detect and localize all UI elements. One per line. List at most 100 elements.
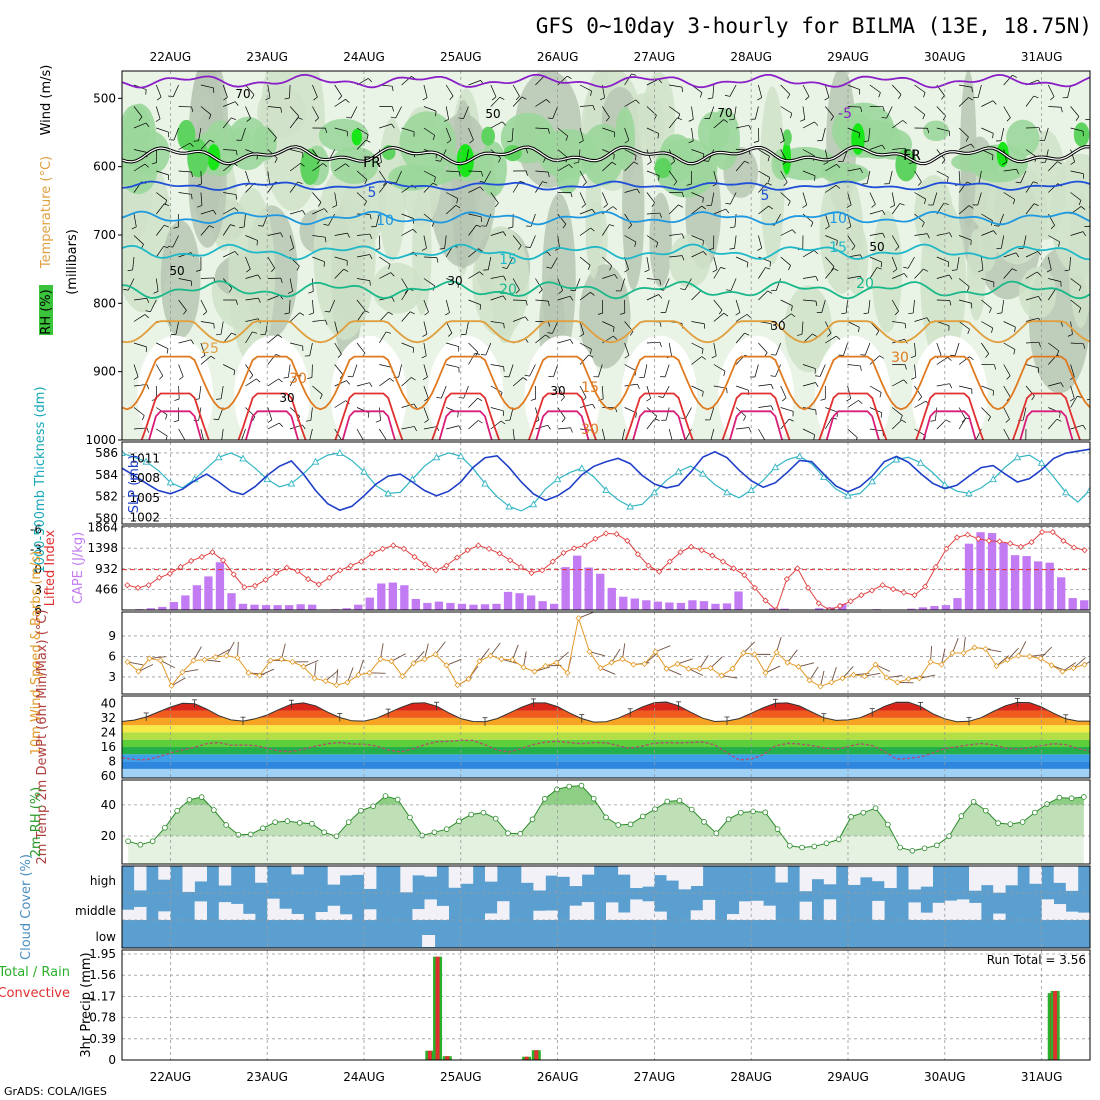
wind10m-barb <box>391 653 406 662</box>
cloud-middle-gap <box>279 908 292 920</box>
wind-barb <box>936 256 949 263</box>
wind-barb <box>668 428 673 440</box>
wind-barb-flag <box>757 97 762 101</box>
wind-barb <box>557 407 566 419</box>
cloud-middle-gap <box>339 914 353 920</box>
wind-barb-flag <box>900 415 903 421</box>
wind-barb <box>245 170 250 184</box>
wind-barb-flag <box>548 128 550 134</box>
lifted-index-point <box>539 567 546 574</box>
rh2m-point <box>125 838 131 845</box>
precip-total-legend: Total / Rain <box>0 965 70 980</box>
wind-barb <box>289 235 295 249</box>
thickness-tick-label: 586 <box>95 446 118 460</box>
wind-barb-flag <box>145 122 150 128</box>
wind-barb-flag <box>613 154 615 160</box>
wind-barb-flag <box>422 333 428 337</box>
wind-barb-flag <box>283 377 289 379</box>
lifted-index-point <box>251 582 259 589</box>
wind-barb-flag <box>519 181 525 184</box>
wind-barb <box>579 192 586 205</box>
wind-barb-flag <box>507 226 513 229</box>
wind-barb <box>845 299 848 313</box>
wind-barb-flag <box>723 119 729 123</box>
wind-barb-flag <box>364 310 370 313</box>
wind-barb <box>490 321 504 324</box>
cape-tick-label: 466 <box>95 582 118 596</box>
wind-barb <box>691 205 703 215</box>
wind-barb-flag <box>945 419 951 423</box>
lifted-index-point <box>730 565 737 572</box>
wind-barb <box>775 364 782 377</box>
wind-barb <box>512 235 522 246</box>
wind-barb <box>624 73 632 86</box>
wind-barb-flag <box>322 163 328 167</box>
cloud-high-gap <box>448 866 462 888</box>
wind-barb <box>780 192 791 202</box>
cloud-level-label: high <box>90 874 116 888</box>
wind-barb <box>602 106 610 118</box>
wind-barb <box>825 256 835 267</box>
wind-barb <box>780 149 788 162</box>
wind-barb-flag <box>1037 251 1042 256</box>
wind-barb-flag <box>748 427 752 433</box>
wind-barb <box>981 278 994 283</box>
chart-title: GFS 0~10day 3-hourly for BILMA (13E, 18.… <box>536 14 1092 38</box>
wind-barb-flag <box>302 210 306 215</box>
wind-barb <box>669 255 683 258</box>
wind-barb-flag <box>846 204 852 208</box>
cape-bar <box>273 605 282 610</box>
cape-bar <box>492 603 501 610</box>
wind-barb <box>1047 256 1052 270</box>
cape-bar <box>676 602 686 610</box>
wind-barb-flag <box>946 176 949 182</box>
wind-barb-flag <box>993 230 997 235</box>
wind-barb <box>914 385 923 397</box>
rh2m-point <box>885 821 891 828</box>
wind-barb <box>646 170 660 176</box>
wind-barb-flag <box>480 354 486 356</box>
precip-tick-label: 0 <box>108 1053 116 1067</box>
precip-convective-bar <box>1053 990 1058 1060</box>
precip-panel: 1.951.561.170.780.390 Run Total = 3.56 <box>89 947 1091 1067</box>
rh2m-point <box>836 836 842 843</box>
wind-barb-flag <box>670 161 675 165</box>
wind10m-point <box>1015 652 1022 659</box>
rh2m-point <box>786 842 793 849</box>
wind-barb-flag <box>256 378 261 383</box>
wind-barb <box>379 428 387 440</box>
wind-barb <box>758 84 763 98</box>
wind-barb <box>981 230 994 236</box>
wind-barb-flag <box>603 204 608 208</box>
wind-barb-flag <box>565 136 569 141</box>
date-label-bottom: 31AUG <box>1021 1070 1063 1084</box>
wind-barb <box>245 106 251 119</box>
wind-barb-flag <box>718 309 723 315</box>
thickness-point <box>287 479 296 487</box>
wind-barb-flag <box>525 300 528 306</box>
wind-barb <box>825 164 837 172</box>
wind-barb-flag <box>921 222 925 228</box>
slp-tick-label: 1005 <box>129 491 160 505</box>
cloud-middle-gap <box>364 909 377 920</box>
wind10m-point <box>696 665 703 672</box>
wind-barb-flag <box>637 384 640 389</box>
lifted-index-point <box>794 565 801 572</box>
wind-barb <box>780 229 793 236</box>
wind-barb <box>465 149 469 163</box>
lifted-index-point <box>826 606 833 610</box>
thickness-point <box>989 475 997 483</box>
cloud-high-gap <box>569 866 583 887</box>
wind-barb <box>512 84 520 97</box>
wind-barb <box>133 149 147 153</box>
wind-barb-flag <box>634 155 637 161</box>
wind10m-point <box>201 656 208 663</box>
wind-barb <box>802 149 815 157</box>
wind-barb-flag <box>677 117 683 121</box>
wind-barb-flag <box>788 265 791 271</box>
wind-barb-flag <box>927 233 930 239</box>
wind10m-barb <box>831 667 837 683</box>
wind-barb <box>445 106 450 120</box>
wind-barb <box>668 117 678 129</box>
wind10m-barb <box>589 651 606 657</box>
